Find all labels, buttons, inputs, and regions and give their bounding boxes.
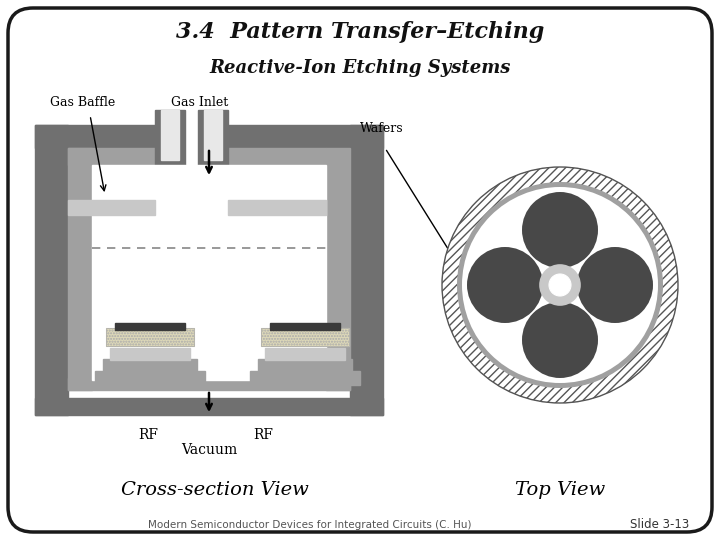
Text: RF: RF xyxy=(253,428,273,442)
Bar xyxy=(198,110,228,165)
Bar xyxy=(68,378,350,390)
Bar xyxy=(204,110,222,160)
Text: Reactive-Ion Etching Systems: Reactive-Ion Etching Systems xyxy=(210,59,510,77)
Bar xyxy=(35,125,155,148)
Bar xyxy=(265,348,345,360)
Bar xyxy=(92,165,326,380)
Circle shape xyxy=(442,167,678,403)
Text: Gas Baffle: Gas Baffle xyxy=(50,97,115,110)
Bar xyxy=(250,371,360,385)
Bar xyxy=(35,125,68,415)
Circle shape xyxy=(522,302,598,378)
Text: Cross-section View: Cross-section View xyxy=(121,481,309,499)
Bar xyxy=(228,125,383,148)
Bar xyxy=(350,125,383,415)
Text: Slide 3-13: Slide 3-13 xyxy=(631,518,690,531)
Text: 3.4  Pattern Transfer–Etching: 3.4 Pattern Transfer–Etching xyxy=(176,21,544,43)
Bar xyxy=(106,328,194,346)
Bar xyxy=(258,359,352,372)
Circle shape xyxy=(463,188,657,382)
Text: Modern Semiconductor Devices for Integrated Circuits (C. Hu): Modern Semiconductor Devices for Integra… xyxy=(148,520,472,530)
Bar xyxy=(228,148,326,165)
Circle shape xyxy=(467,247,543,323)
Bar xyxy=(35,398,383,415)
Bar xyxy=(228,200,326,215)
Bar xyxy=(110,348,190,360)
Text: Vacuum: Vacuum xyxy=(181,443,237,457)
Circle shape xyxy=(442,167,678,403)
Bar xyxy=(68,200,155,215)
Circle shape xyxy=(577,247,653,323)
Circle shape xyxy=(522,192,598,268)
Bar xyxy=(95,371,205,385)
Bar xyxy=(68,148,92,390)
Text: Gas Inlet: Gas Inlet xyxy=(171,97,229,110)
FancyBboxPatch shape xyxy=(8,8,712,532)
Circle shape xyxy=(457,182,663,388)
Bar xyxy=(261,328,349,346)
Bar xyxy=(326,148,350,390)
Text: RF: RF xyxy=(138,428,158,442)
Circle shape xyxy=(540,265,580,305)
Bar xyxy=(103,359,197,372)
Bar xyxy=(68,148,155,165)
Text: Top View: Top View xyxy=(515,481,605,499)
Bar xyxy=(106,328,194,346)
Text: Wafers: Wafers xyxy=(360,122,404,134)
Circle shape xyxy=(462,187,658,383)
Bar xyxy=(155,110,185,165)
Bar xyxy=(270,323,340,330)
Bar xyxy=(115,323,185,330)
Bar xyxy=(261,328,349,346)
Circle shape xyxy=(549,274,571,296)
Bar xyxy=(161,110,179,160)
